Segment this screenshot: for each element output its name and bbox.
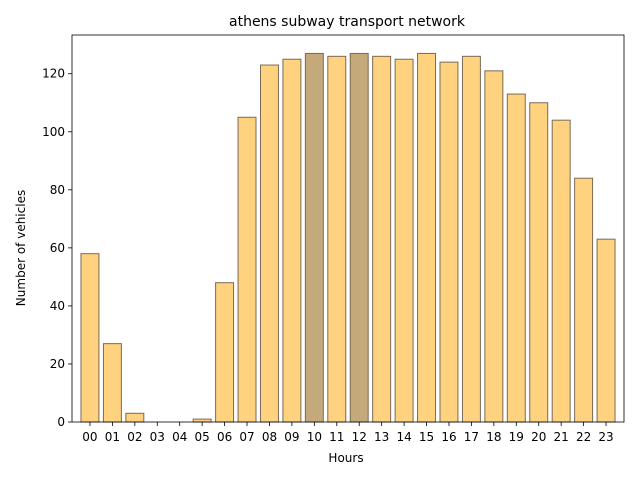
bar-13 (372, 55, 392, 423)
bar-02 (125, 412, 145, 423)
bar-07 (237, 116, 257, 423)
y-axis-label: Number of vehicles (14, 190, 28, 306)
x-tick-label: 20 (531, 430, 546, 444)
x-tick-label: 03 (150, 430, 165, 444)
bar-09 (282, 58, 302, 423)
x-axis-label: Hours (328, 451, 363, 465)
bar-10 (304, 52, 324, 423)
x-tick-label: 04 (172, 430, 187, 444)
y-tick-label: 80 (50, 183, 65, 197)
bar-08 (259, 64, 279, 423)
bar-21 (551, 119, 571, 423)
bar-11 (327, 55, 347, 423)
x-tick-label: 01 (105, 430, 120, 444)
bar-22 (574, 177, 594, 423)
y-tick-label: 0 (57, 415, 65, 429)
bars-group (80, 52, 616, 423)
y-tick-label: 120 (42, 67, 65, 81)
x-tick-label: 21 (554, 430, 569, 444)
bar-00 (80, 253, 100, 423)
bar-16 (439, 61, 459, 423)
x-tick-label: 10 (307, 430, 322, 444)
bar-15 (417, 52, 437, 423)
y-tick-label: 100 (42, 125, 65, 139)
bar-12 (349, 52, 369, 423)
x-tick-label: 00 (82, 430, 97, 444)
x-axis-ticks: 00 01 02 03 04 05 06 07 08 09 10 11 12 13 14 15 16 17 18 19… (82, 422, 614, 444)
y-tick-label: 40 (50, 299, 65, 313)
x-tick-label: 19 (509, 430, 524, 444)
bar-06 (215, 282, 235, 423)
bar-01 (102, 343, 122, 423)
chart-title: athens subway transport network (229, 14, 466, 30)
bar-20 (529, 102, 549, 423)
x-tick-label: 12 (352, 430, 367, 444)
x-tick-label: 17 (464, 430, 479, 444)
x-tick-label: 23 (598, 430, 613, 444)
x-tick-label: 05 (195, 430, 210, 444)
bar-18 (484, 70, 504, 423)
y-axis-ticks: 0 20 40 60 80 100 120 (42, 67, 72, 429)
bar-19 (506, 93, 526, 423)
x-tick-label: 15 (419, 430, 434, 444)
bar-17 (461, 55, 481, 423)
x-tick-label: 07 (239, 430, 254, 444)
x-tick-label: 14 (396, 430, 411, 444)
x-tick-label: 08 (262, 430, 277, 444)
x-tick-label: 22 (576, 430, 591, 444)
bar-23 (596, 238, 616, 423)
x-tick-label: 06 (217, 430, 232, 444)
x-tick-label: 18 (486, 430, 501, 444)
bar-14 (394, 58, 414, 423)
y-tick-label: 60 (50, 241, 65, 255)
x-tick-label: 13 (374, 430, 389, 444)
x-tick-label: 16 (441, 430, 456, 444)
x-tick-label: 09 (284, 430, 299, 444)
plot-frame (71, 34, 625, 423)
x-tick-label: 11 (329, 430, 344, 444)
x-tick-label: 02 (127, 430, 142, 444)
bar-05 (192, 418, 212, 423)
y-tick-label: 20 (50, 357, 65, 371)
